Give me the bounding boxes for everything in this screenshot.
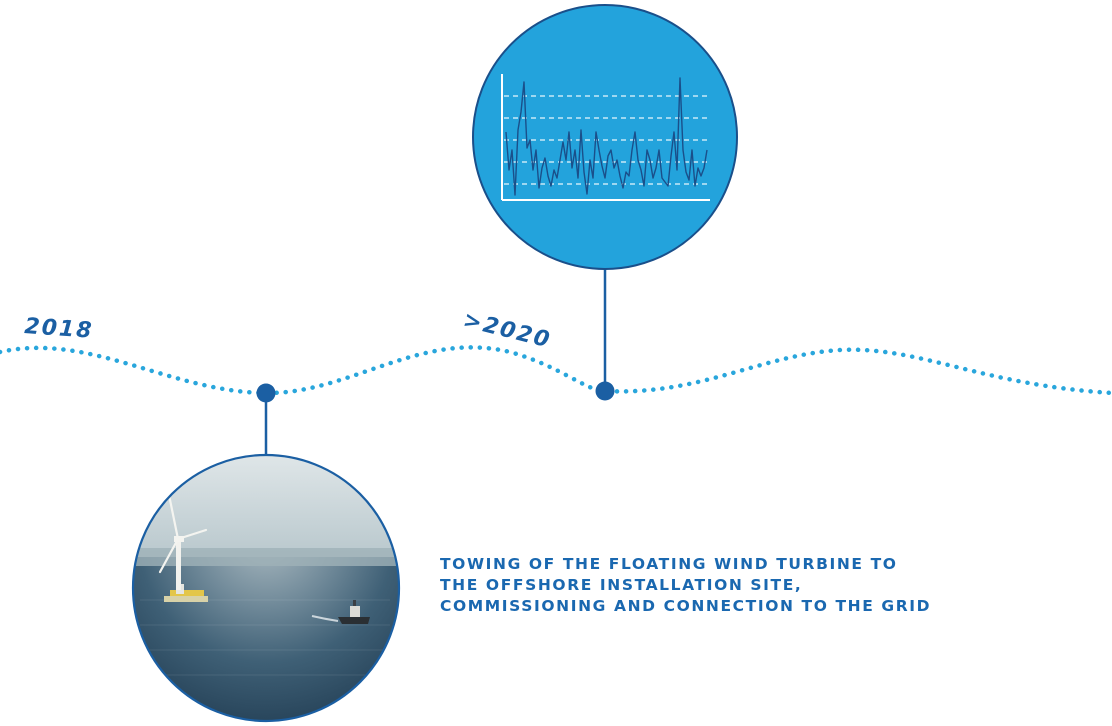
description-line-3: COMMISSIONING AND CONNECTION TO THE GRID	[440, 597, 932, 615]
timeline-node-2020	[595, 381, 615, 401]
description-line-1: TOWING OF THE FLOATING WIND TURBINE TO	[440, 555, 898, 573]
description-line-2: THE OFFSHORE INSTALLATION SITE,	[440, 576, 803, 594]
timeline-path	[0, 345, 1112, 396]
timeline-node-2018	[256, 383, 276, 403]
milestone-description: TOWING OF THE FLOATING WIND TURBINE TO T…	[440, 554, 1060, 617]
year-label-2020: >2020	[461, 308, 554, 354]
wind-turbine-photo	[131, 453, 401, 723]
year-label-2018: 2018	[24, 314, 95, 344]
line-chart-icon	[472, 4, 738, 270]
